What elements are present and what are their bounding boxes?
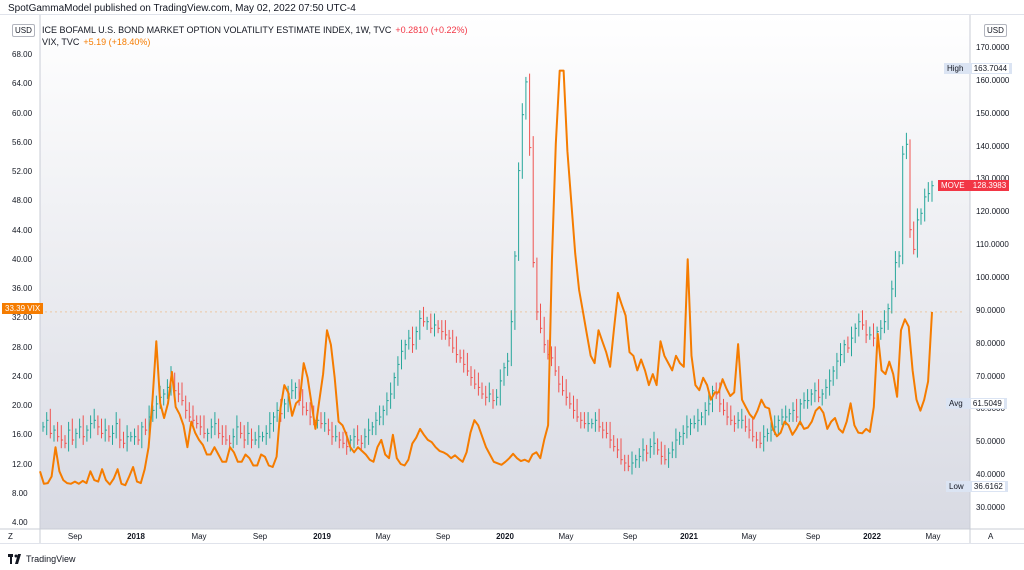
left-tick-5: 48.00: [12, 196, 33, 206]
right-tick-13: 40.0000: [976, 470, 1005, 480]
x-tick-8: May: [558, 532, 574, 541]
vix-badge-label: VIX: [27, 304, 41, 313]
x-tick-10: 2021: [680, 532, 698, 541]
avg-badge: Avg 61.5049: [946, 398, 1007, 409]
left-tick-2: 60.00: [12, 108, 33, 118]
left-tick-13: 16.00: [12, 430, 33, 440]
right-tick-0: 170.0000: [976, 43, 1010, 52]
left-tick-4: 52.00: [12, 167, 33, 176]
move-price-badge: MOVE 128.3983: [938, 180, 1010, 191]
high-badge-value: 163.7044: [971, 64, 1010, 73]
x-tick-2: May: [191, 532, 207, 541]
chart-canvas[interactable]: [0, 15, 1024, 543]
left-tick-0: 68.00: [12, 50, 33, 59]
vix-badge-value: 33.39: [5, 304, 26, 313]
move-badge-label: MOVE: [941, 181, 965, 190]
left-currency-label[interactable]: USD: [12, 24, 35, 37]
published-caption: SpotGammaModel published on TradingView.…: [8, 3, 356, 14]
x-tick-6: Sep: [435, 532, 451, 541]
x-tick-0: Sep: [67, 532, 83, 541]
footer: TradingView: [8, 554, 76, 564]
avg-badge-label: Avg: [949, 399, 963, 408]
low-badge-label: Low: [949, 482, 964, 491]
timezone-corner[interactable]: Z: [8, 532, 13, 541]
x-tick-1: 2018: [127, 532, 145, 541]
right-tick-7: 100.0000: [976, 273, 1010, 282]
left-tick-7: 40.00: [12, 254, 33, 264]
left-tick-14: 12.00: [12, 459, 33, 469]
left-tick-9: 32.00: [12, 313, 33, 323]
right-tick-10: 70.0000: [976, 371, 1005, 381]
right-currency-label[interactable]: USD: [984, 24, 1007, 37]
right-tick-8: 90.0000: [976, 305, 1005, 315]
left-tick-8: 36.00: [12, 284, 33, 293]
left-tick-16: 4.00: [12, 518, 28, 527]
plot-background: [40, 15, 970, 529]
x-tick-5: May: [375, 532, 391, 541]
legend-move-change: +0.2810 (+0.22%): [395, 25, 468, 35]
legend-move[interactable]: ICE BOFAML U.S. BOND MARKET OPTION VOLAT…: [42, 24, 467, 36]
legend-vix-title: VIX, TVC: [42, 37, 80, 47]
legend: ICE BOFAML U.S. BOND MARKET OPTION VOLAT…: [42, 24, 467, 48]
footer-brand[interactable]: TradingView: [26, 554, 76, 564]
x-tick-7: 2020: [496, 532, 514, 541]
tradingview-logo-icon: [8, 554, 21, 564]
right-tick-4: 130.0000: [976, 174, 1010, 184]
right-tick-6: 110.0000: [976, 240, 1009, 250]
move-series: [42, 73, 934, 475]
right-tick-1: 160.0000: [976, 75, 1010, 85]
right-tick-5: 120.0000: [976, 207, 1010, 217]
left-tick-11: 24.00: [12, 371, 33, 381]
right-tick-3: 140.0000: [976, 141, 1010, 151]
left-tick-10: 28.00: [12, 342, 33, 352]
x-tick-9: Sep: [622, 532, 638, 541]
right-tick-14: 30.0000: [976, 503, 1005, 512]
legend-vix-change: +5.19 (+18.40%): [83, 37, 151, 47]
x-tick-11: May: [741, 532, 757, 541]
left-tick-15: 8.00: [12, 488, 28, 498]
vix-price-badge: 33.39 VIX: [2, 303, 44, 314]
high-badge-label: High: [947, 64, 964, 73]
vix-series-line: [39, 69, 933, 487]
legend-move-title: ICE BOFAML U.S. BOND MARKET OPTION VOLAT…: [42, 25, 392, 35]
auto-scale-corner[interactable]: A: [988, 532, 994, 541]
x-tick-12: Sep: [805, 532, 821, 541]
right-tick-2: 150.0000: [976, 108, 1010, 118]
x-tick-13: 2022: [863, 532, 881, 541]
left-tick-3: 56.00: [12, 137, 33, 147]
low-badge: Low 36.6162: [946, 481, 1008, 492]
avg-badge-value: 61.5049: [970, 399, 1004, 408]
x-tick-4: 2019: [313, 532, 331, 541]
legend-vix[interactable]: VIX, TVC +5.19 (+18.40%): [42, 36, 467, 48]
x-tick-3: Sep: [252, 532, 268, 541]
low-badge-value: 36.6162: [971, 482, 1005, 491]
left-tick-6: 44.00: [12, 225, 33, 235]
left-tick-12: 20.00: [12, 401, 33, 410]
x-tick-14: May: [925, 532, 941, 541]
high-badge: High 163.7044: [944, 63, 1013, 74]
left-tick-1: 64.00: [12, 79, 33, 89]
chart-frame[interactable]: [0, 14, 1024, 544]
right-tick-9: 80.0000: [976, 338, 1005, 348]
right-tick-12: 50.0000: [976, 437, 1005, 447]
move-badge-value: 128.3983: [972, 181, 1007, 190]
